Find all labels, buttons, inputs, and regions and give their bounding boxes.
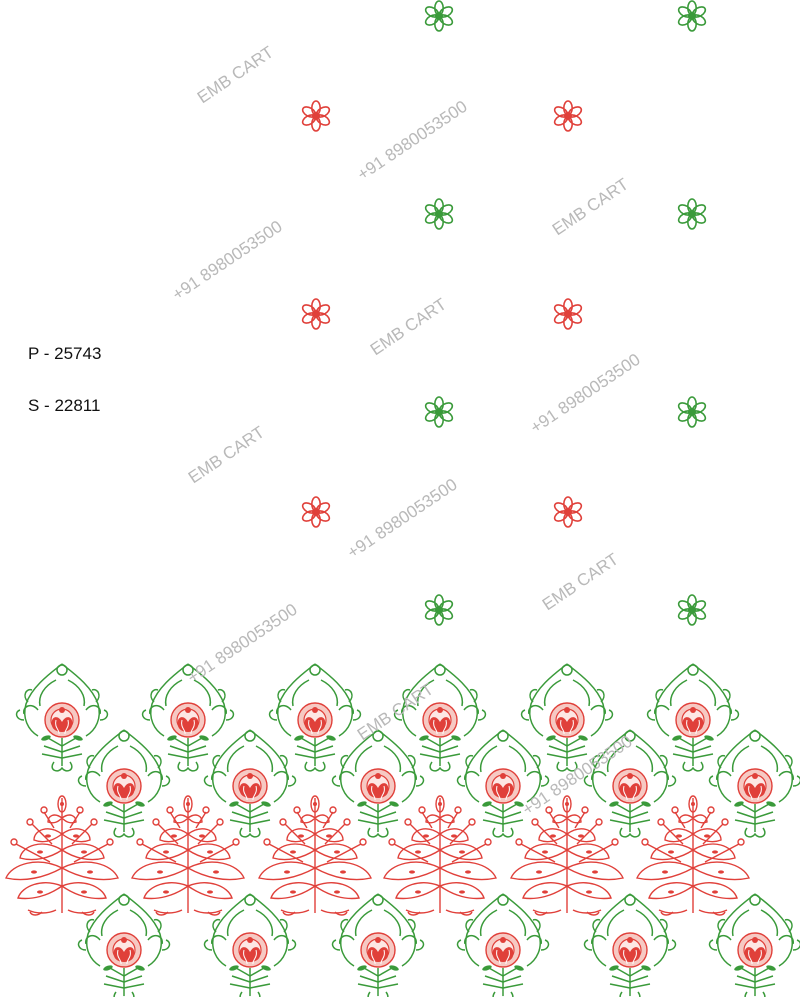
- green-paisley-motif: [203, 893, 297, 997]
- red-flower-icon: [552, 298, 584, 330]
- green-paisley-motif: [393, 663, 487, 772]
- green-paisley-motif: [331, 893, 425, 997]
- red-tree-motif: [383, 795, 497, 916]
- red-flower-icon: [552, 496, 584, 528]
- green-paisley-motif: [456, 893, 550, 997]
- green-flower-icon: [423, 0, 455, 32]
- green-flower-icon: [423, 396, 455, 428]
- green-paisley-motif: [331, 729, 425, 838]
- green-paisley-motif: [583, 893, 677, 997]
- green-paisley-motif: [268, 663, 362, 772]
- green-paisley-motif: [77, 729, 171, 838]
- red-flower-icon: [300, 496, 332, 528]
- green-flower-icon: [676, 594, 708, 626]
- green-paisley-motif: [456, 729, 550, 838]
- red-flower-icon: [300, 298, 332, 330]
- green-flower-icon: [676, 396, 708, 428]
- red-tree-motif: [636, 795, 750, 916]
- green-flower-icon: [676, 0, 708, 32]
- red-flower-icon: [552, 100, 584, 132]
- red-flower-icon: [300, 100, 332, 132]
- green-paisley-motif: [708, 729, 800, 838]
- red-tree-motif: [258, 795, 372, 916]
- green-paisley-motif: [203, 729, 297, 838]
- green-paisley-motif: [15, 663, 109, 772]
- secondary-design-code: S - 22811: [28, 396, 101, 415]
- green-flower-icon: [676, 198, 708, 230]
- green-flower-icon: [423, 594, 455, 626]
- border-row-4: [77, 893, 800, 997]
- green-paisley-motif: [77, 893, 171, 997]
- green-paisley-motif: [646, 663, 740, 772]
- green-flower-icon: [423, 198, 455, 230]
- red-tree-motif: [5, 795, 119, 916]
- red-tree-motif: [131, 795, 245, 916]
- primary-design-code: P - 25743: [28, 344, 102, 363]
- green-paisley-motif: [708, 893, 800, 997]
- scattered-flowers: [300, 0, 708, 626]
